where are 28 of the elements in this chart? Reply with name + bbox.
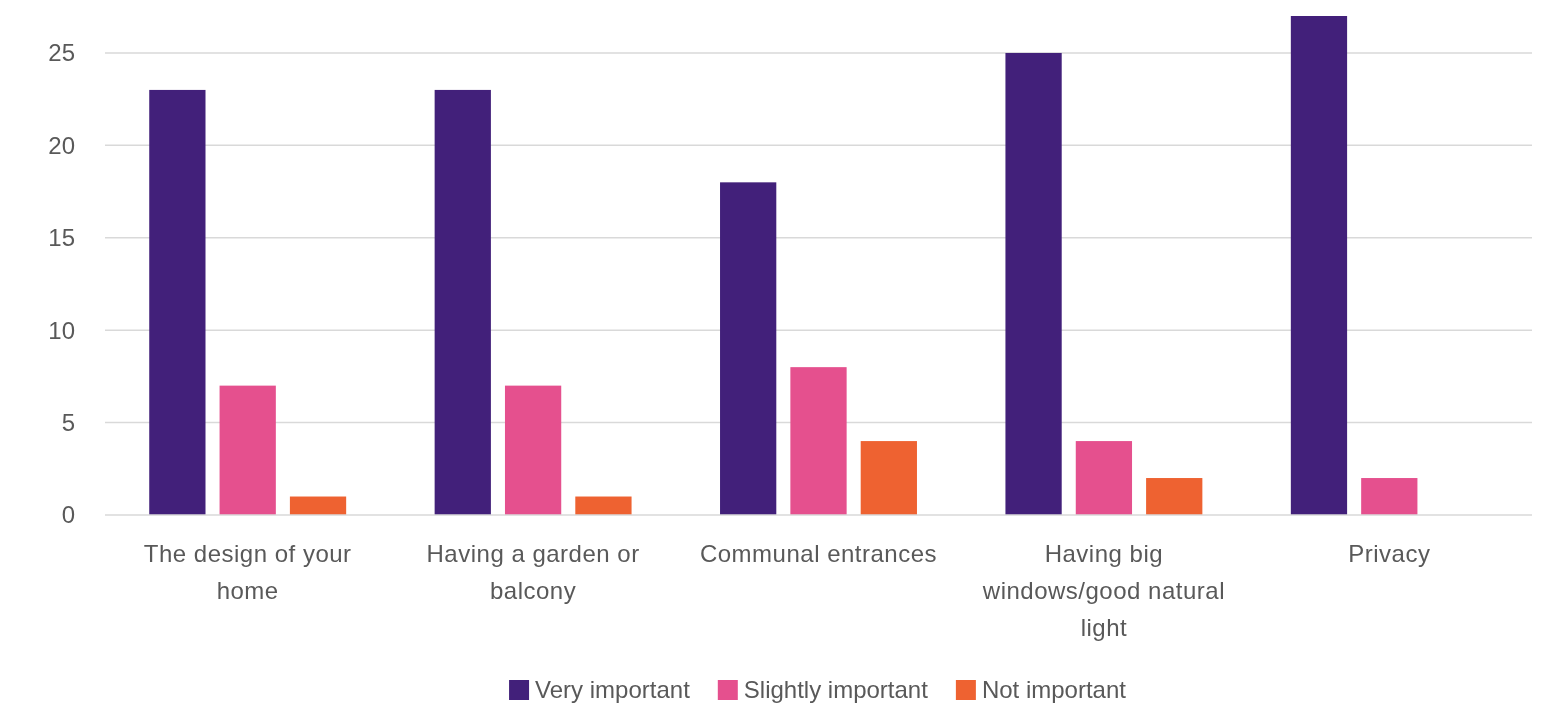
bar	[149, 89, 206, 515]
bar	[860, 441, 917, 515]
y-tick-label: 5	[61, 408, 75, 436]
x-tick-label: Having big windows/good natural light	[981, 540, 1225, 641]
bar	[289, 496, 347, 515]
bar	[1361, 478, 1418, 515]
bar	[1005, 52, 1062, 515]
x-tick-label: Privacy	[1348, 540, 1431, 567]
y-tick-label: 0	[61, 501, 75, 529]
y-tick-label: 10	[48, 316, 75, 344]
bar	[504, 385, 562, 515]
x-tick-label: Communal entrances	[699, 540, 938, 567]
bar	[1146, 478, 1203, 515]
bar	[1290, 16, 1348, 515]
legend-label: Very important	[535, 676, 691, 704]
x-tick-label: Having a garden or balcony	[426, 540, 640, 604]
bar	[434, 89, 491, 515]
bar	[790, 367, 847, 515]
bar	[720, 182, 777, 515]
legend-label: Slightly important	[743, 676, 929, 704]
y-tick-label: 20	[48, 131, 75, 159]
legend-label: Not important	[981, 676, 1127, 704]
bar	[575, 496, 632, 515]
y-tick-label: 15	[48, 224, 75, 252]
x-tick-label: The design of your home	[143, 540, 352, 604]
bar	[1075, 441, 1133, 515]
bar	[219, 385, 276, 515]
y-tick-label: 25	[48, 39, 75, 67]
